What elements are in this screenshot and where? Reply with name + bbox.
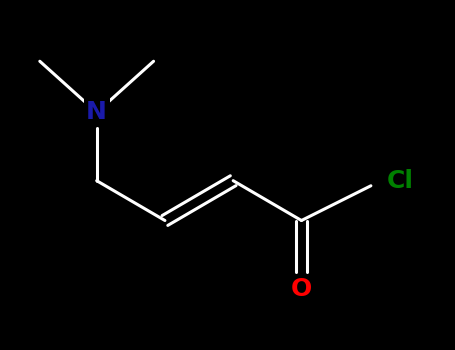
Text: N: N bbox=[86, 100, 107, 125]
Text: Cl: Cl bbox=[387, 169, 414, 193]
Text: O: O bbox=[291, 277, 312, 301]
Text: N: N bbox=[86, 100, 107, 125]
Text: O: O bbox=[291, 277, 312, 301]
Text: Cl: Cl bbox=[387, 169, 414, 193]
